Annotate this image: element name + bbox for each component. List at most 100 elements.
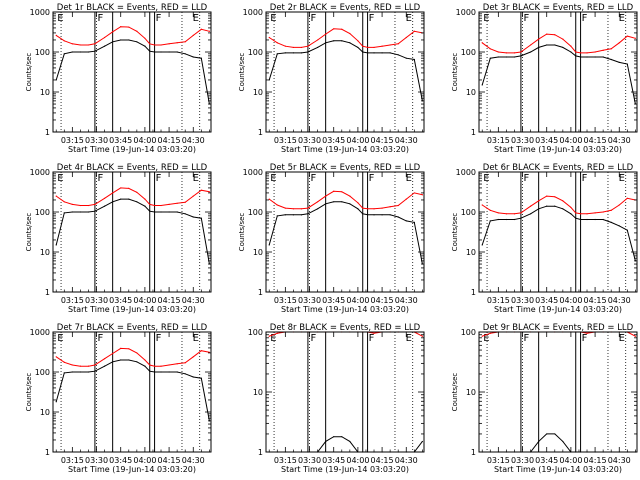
x-tick-label: 03:15 (274, 456, 297, 465)
events-point (562, 208, 564, 210)
lld-point (538, 38, 540, 40)
segment-marker: E (270, 173, 276, 184)
x-tick-label: 03:30 (298, 456, 321, 465)
x-tick-label: 04:30 (182, 296, 205, 305)
events-point (366, 52, 369, 54)
events-point (200, 377, 202, 379)
lld-point (546, 195, 548, 197)
events-point (325, 203, 327, 205)
lld-point (149, 43, 151, 45)
segment-marker: F (369, 13, 375, 24)
events-point (610, 221, 612, 223)
segment-marker: F (582, 173, 588, 184)
x-tick-label: 03:30 (85, 136, 108, 145)
lld-point (586, 332, 588, 334)
events-point (513, 56, 516, 58)
lld-point (307, 207, 309, 209)
events-point (192, 216, 194, 218)
segment-marker: E (193, 333, 199, 344)
lld-point (397, 43, 399, 45)
lld-point (554, 34, 556, 36)
lld-point (381, 207, 383, 209)
events-point (357, 208, 359, 210)
lld-point (610, 48, 612, 50)
x-axis-label: Start Time (19-Jun-14 03:03:20) (494, 145, 622, 154)
plot-frame (265, 11, 425, 133)
panel-title: Det 5r BLACK = Events, RED = LLD (270, 163, 421, 173)
events-point (160, 371, 162, 373)
x-axis-label: Start Time (19-Jun-14 03:03:20) (281, 465, 409, 474)
lld-point (405, 36, 407, 39)
y-axis-label: Counts/sec (25, 373, 33, 412)
events-point (160, 211, 162, 213)
events-point (538, 46, 540, 49)
segment-marker: E (483, 173, 489, 184)
events-point (200, 57, 202, 59)
lld-point (405, 198, 407, 200)
panel-title: Det 8r BLACK = Events, RED = LLD (270, 323, 421, 333)
lld-point (316, 39, 319, 41)
y-tick-label: 1000 (456, 8, 476, 17)
x-tick-label: 04:15 (584, 136, 607, 145)
events-point (505, 218, 508, 221)
x-tick-label: 04:15 (371, 456, 394, 465)
y-tick-label: 100 (248, 328, 263, 337)
x-tick-label: 03:45 (322, 136, 345, 145)
x-tick-label: 03:45 (109, 296, 132, 305)
y-tick-label: 1 (258, 448, 263, 457)
lld-point (357, 202, 359, 204)
events-point (136, 361, 138, 363)
lld-point (579, 213, 582, 215)
events-series-line (482, 433, 636, 453)
events-point (497, 218, 499, 221)
x-tick-label: 03:45 (535, 136, 558, 145)
lld-point (144, 37, 146, 39)
events-point (546, 44, 548, 46)
x-tick-label: 04:15 (371, 296, 394, 305)
events-point (87, 211, 90, 213)
events-point (63, 53, 65, 55)
segment-marker: F (98, 13, 104, 24)
lld-point (307, 45, 309, 47)
lld-point (63, 40, 65, 42)
events-point (307, 213, 309, 215)
lld-point (602, 49, 604, 51)
y-tick-label: 10 (40, 248, 50, 257)
lld-point (497, 212, 499, 214)
lld-point (276, 332, 278, 334)
lld-point (357, 40, 359, 42)
lld-point (546, 33, 548, 35)
lld-point (63, 361, 65, 363)
lld-point (176, 42, 178, 44)
lld-series-line (268, 190, 423, 210)
events-point (562, 46, 564, 49)
lld-point (160, 204, 162, 207)
segment-marker: E (57, 173, 63, 184)
events-point (120, 198, 122, 200)
events-point (149, 370, 151, 372)
segment-marker: F (98, 173, 104, 184)
events-point (153, 211, 156, 213)
events-point (554, 205, 556, 207)
y-tick-label: 1000 (243, 8, 263, 17)
x-tick-label: 03:45 (535, 296, 558, 305)
lld-point (575, 212, 577, 214)
events-point (405, 220, 407, 222)
x-tick-label: 04:00 (559, 296, 582, 305)
x-tick-label: 04:00 (133, 456, 156, 465)
events-point (513, 218, 516, 221)
segment-marker: E (619, 173, 625, 184)
lld-point (538, 200, 540, 202)
lld-point (144, 198, 146, 200)
lld-series-line (481, 33, 636, 54)
events-point (168, 211, 170, 213)
lld-point (136, 30, 138, 32)
lld-point (192, 34, 194, 37)
lld-point (120, 26, 122, 28)
y-tick-label: 100 (35, 48, 50, 57)
y-axis-label: Counts/sec (451, 53, 459, 92)
events-point (397, 54, 399, 56)
events-point (349, 203, 351, 205)
